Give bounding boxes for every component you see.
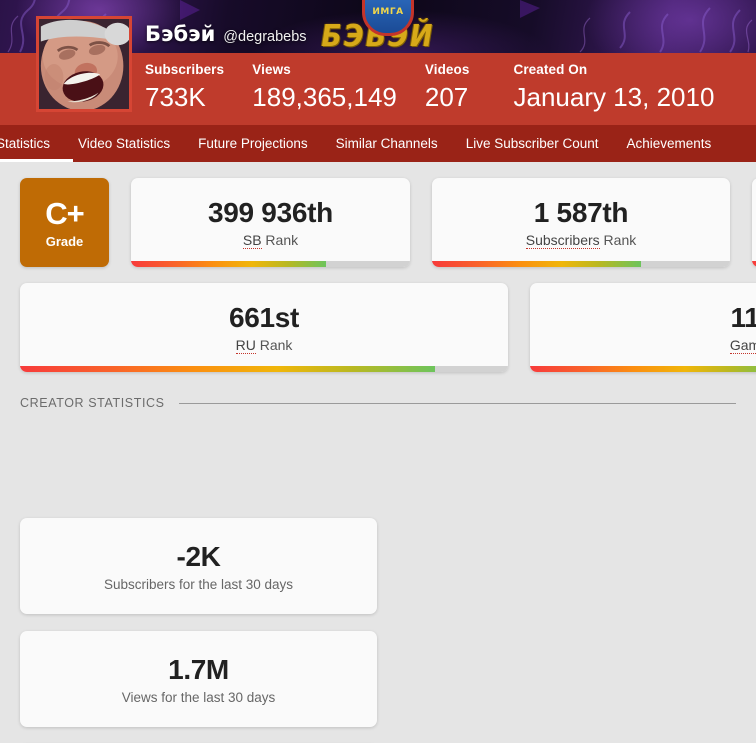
rank-abbr[interactable]: SB <box>242 232 262 249</box>
rank-abbr[interactable]: RU <box>235 337 256 354</box>
banner-logo-badge: ИМГА <box>362 0 414 36</box>
rank-subtitle: RU Rank <box>235 337 293 354</box>
rank-card-subscribers[interactable]: 1 587th Subscribers Rank <box>432 178 730 267</box>
header-stat-value: 733K <box>145 82 206 112</box>
tab-achievements[interactable]: Achievements <box>626 136 712 151</box>
grade-letter: C+ <box>45 195 84 231</box>
channel-avatar[interactable] <box>36 16 132 112</box>
rank-value: 1 587th <box>533 197 629 228</box>
rank-value: 399 936th <box>208 197 333 228</box>
header-stat-label: Videos <box>424 62 470 77</box>
rank-card-gaming[interactable]: 11 Gam <box>530 283 756 372</box>
header-stat-subscribers: Subscribers 733K <box>145 57 252 114</box>
stat-card-views-30d: 1.7M Views for the last 30 days <box>20 631 377 727</box>
rank-card-sb[interactable]: 399 936th SB Rank <box>131 178 410 267</box>
main-content: C+ Grade 399 936th SB Rank 1 587th Subsc… <box>0 162 756 743</box>
channel-handle: @degrabebs <box>223 29 307 45</box>
header-stat-label: Subscribers <box>145 62 225 77</box>
section-title: CREATOR STATISTICS <box>20 396 165 410</box>
rank-suffix: Rank <box>255 337 293 353</box>
section-divider <box>178 402 736 404</box>
channel-identity: Бэбэй @degrabebs <box>145 22 307 46</box>
rank-card-ru[interactable]: 661st RU Rank <box>20 283 508 372</box>
rank-value: 11 <box>730 302 756 333</box>
header-stat-value: 189,365,149 <box>252 82 397 112</box>
rank-subtitle: Gam <box>729 337 756 354</box>
header-stats-row: Subscribers 733K Views 189,365,149 Video… <box>145 57 756 125</box>
stat-value: 1.7M <box>168 653 229 685</box>
rank-progress-track <box>432 261 730 267</box>
rank-progress-fill <box>131 261 327 267</box>
rank-progress-fill <box>432 261 641 267</box>
header-stat-created-on: Created On January 13, 2010 <box>513 57 756 114</box>
header-stat-value: January 13, 2010 <box>513 82 715 112</box>
header-stat-videos: Videos 207 <box>425 57 514 114</box>
rank-value: 661st <box>228 302 300 333</box>
rank-suffix: Rank <box>599 232 637 248</box>
stat-value: -2K <box>176 540 221 572</box>
banner-logo-badge-text: ИМГА <box>372 7 404 17</box>
stat-label: Views for the last 30 days <box>121 689 276 705</box>
tab-future-projections[interactable]: Future Projections <box>198 136 308 151</box>
stat-card-subscribers-30d: -2K Subscribers for the last 30 days <box>20 518 377 614</box>
rank-progress-fill <box>752 261 756 267</box>
active-tab-indicator <box>0 159 73 162</box>
rank-abbr[interactable]: Gam <box>729 337 756 354</box>
stat-card-row-1: -2K Subscribers for the last 30 days 1.7… <box>0 518 756 727</box>
rank-progress-track <box>131 261 410 267</box>
channel-name: Бэбэй <box>145 22 216 46</box>
grade-label: Grade <box>45 233 84 249</box>
tab-statistics[interactable]: Statistics <box>0 136 51 151</box>
rank-progress-track <box>20 366 508 372</box>
rank-card-overflow[interactable] <box>752 178 756 267</box>
header-stat-value: 207 <box>424 82 469 112</box>
header-stat-label: Views <box>252 62 291 77</box>
rank-progress-fill <box>20 366 435 372</box>
rank-progress-track <box>530 366 756 372</box>
channel-tab-bar[interactable]: Statistics Video Statistics Future Proje… <box>0 125 756 162</box>
tab-live-subscriber-count[interactable]: Live Subscriber Count <box>465 136 599 151</box>
tab-similar-channels[interactable]: Similar Channels <box>335 136 438 151</box>
stat-label: Subscribers for the last 30 days <box>103 576 294 592</box>
rank-row-primary: C+ Grade 399 936th SB Rank 1 587th Subsc… <box>0 178 756 267</box>
rank-row-secondary: 661st RU Rank 11 Gam <box>0 283 756 372</box>
avatar-image <box>39 19 129 109</box>
rank-abbr[interactable]: Subscribers <box>525 232 600 249</box>
header-stat-views: Views 189,365,149 <box>252 57 425 114</box>
channel-banner: БЭБЭЙ ИМГА Бэбэй @degrabebs <box>0 0 756 53</box>
rank-suffix: Rank <box>261 232 299 248</box>
rank-progress-track <box>752 261 756 267</box>
rank-subtitle: SB Rank <box>242 232 299 249</box>
grade-card: C+ Grade <box>20 178 109 267</box>
tab-video-statistics[interactable]: Video Statistics <box>78 136 171 151</box>
section-header-creator-statistics: CREATOR STATISTICS <box>0 396 756 410</box>
creator-statistics-chart-area <box>0 410 756 518</box>
rank-progress-fill <box>530 366 756 372</box>
header-stat-label: Created On <box>513 62 588 77</box>
rank-subtitle: Subscribers Rank <box>525 232 637 249</box>
